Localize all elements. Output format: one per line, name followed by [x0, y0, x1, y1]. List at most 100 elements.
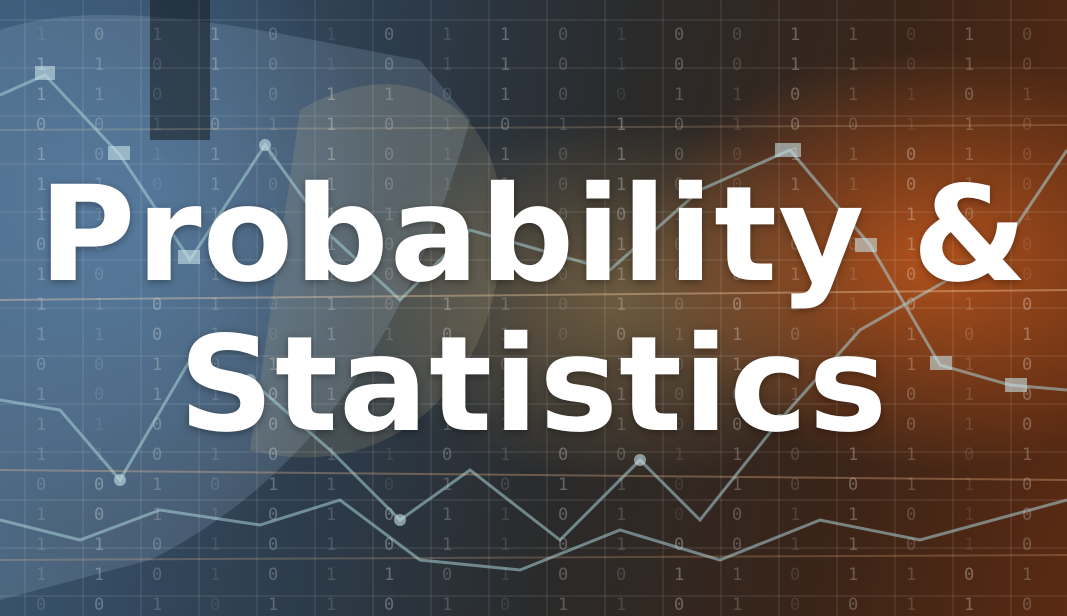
binary-digit: 0 — [906, 295, 916, 315]
binary-digit: 0 — [674, 535, 684, 555]
binary-digit: 0 — [384, 535, 394, 555]
binary-digit: 0 — [674, 505, 684, 525]
binary-digit: 0 — [500, 355, 510, 375]
binary-digit: 1 — [1022, 565, 1032, 585]
binary-digit: 1 — [964, 175, 974, 195]
binary-digit: 1 — [848, 325, 858, 345]
binary-digit: 1 — [848, 85, 858, 105]
binary-digit: 0 — [964, 85, 974, 105]
binary-digit: 1 — [36, 295, 46, 315]
binary-digit: 1 — [210, 145, 220, 165]
binary-digit: 0 — [848, 355, 858, 375]
binary-digit: 0 — [268, 535, 278, 555]
binary-digit: 0 — [732, 175, 742, 195]
binary-digit: 1 — [326, 295, 336, 315]
binary-digit: 1 — [442, 505, 452, 525]
binary-digit: 0 — [558, 145, 568, 165]
binary-digit: 1 — [732, 355, 742, 375]
binary-digit: 1 — [616, 55, 626, 75]
binary-digit: 1 — [326, 595, 336, 615]
binary-digit: 1 — [848, 505, 858, 525]
binary-digit: 0 — [674, 595, 684, 615]
binary-digit: 1 — [964, 145, 974, 165]
binary-digit: 0 — [1022, 505, 1032, 525]
binary-digit: 1 — [268, 235, 278, 255]
binary-digit: 0 — [268, 85, 278, 105]
binary-digit: 1 — [732, 115, 742, 135]
binary-digit: 1 — [848, 145, 858, 165]
binary-digit: 1 — [964, 55, 974, 75]
binary-digit: 1 — [500, 445, 510, 465]
binary-digit: 1 — [500, 295, 510, 315]
binary-digit: 0 — [616, 205, 626, 225]
binary-digit: 1 — [36, 55, 46, 75]
binary-digit: 1 — [442, 265, 452, 285]
binary-digit: 0 — [674, 415, 684, 435]
binary-digit: 1 — [906, 355, 916, 375]
binary-digit: 1 — [732, 325, 742, 345]
binary-digit: 1 — [442, 385, 452, 405]
binary-digit: 1 — [674, 325, 684, 345]
binary-digit: 1 — [36, 505, 46, 525]
binary-digit: 0 — [732, 55, 742, 75]
binary-digit: 1 — [384, 205, 394, 225]
binary-digit: 1 — [732, 475, 742, 495]
binary-digit: 0 — [500, 235, 510, 255]
binary-digit: 1 — [326, 25, 336, 45]
chart-marker — [244, 374, 256, 386]
binary-digit: 1 — [500, 55, 510, 75]
binary-digit: 0 — [790, 355, 800, 375]
chart-line — [0, 498, 1067, 572]
binary-digit: 0 — [1022, 25, 1032, 45]
binary-digit: 0 — [384, 235, 394, 255]
binary-digit: 1 — [326, 445, 336, 465]
binary-digit: 1 — [964, 595, 974, 615]
binary-digit: 0 — [790, 205, 800, 225]
binary-digit: 0 — [906, 55, 916, 75]
binary-digit: 1 — [616, 115, 626, 135]
binary-digit: 1 — [210, 205, 220, 225]
binary-digit: 1 — [500, 385, 510, 405]
binary-digit: 1 — [210, 175, 220, 195]
binary-digit: 1 — [326, 115, 336, 135]
binary-digit: 1 — [906, 565, 916, 585]
binary-digit: 0 — [1022, 415, 1032, 435]
binary-digit: 1 — [848, 25, 858, 45]
binary-digit: 0 — [790, 565, 800, 585]
binary-digit: 1 — [152, 595, 162, 615]
binary-digit: 0 — [558, 415, 568, 435]
binary-digit: 1 — [268, 355, 278, 375]
binary-digit: 0 — [210, 475, 220, 495]
binary-digit: 1 — [616, 505, 626, 525]
binary-digit: 1 — [442, 175, 452, 195]
binary-digit: 0 — [558, 565, 568, 585]
binary-digit: 0 — [790, 475, 800, 495]
binary-digit: 1 — [964, 505, 974, 525]
binary-digit: 1 — [442, 25, 452, 45]
binary-digit: 0 — [1022, 235, 1032, 255]
binary-digit: 0 — [674, 115, 684, 135]
binary-digit: 0 — [268, 445, 278, 465]
binary-digit: 0 — [558, 385, 568, 405]
binary-digit: 0 — [732, 25, 742, 45]
light-streaks — [0, 124, 1067, 561]
binary-digit: 1 — [210, 85, 220, 105]
binary-digit: 0 — [790, 85, 800, 105]
binary-digit: 1 — [326, 205, 336, 225]
binary-digit: 0 — [732, 145, 742, 165]
binary-digit: 0 — [674, 145, 684, 165]
binary-digit: 1 — [964, 535, 974, 555]
binary-digit: 1 — [326, 325, 336, 345]
binary-digit: 1 — [442, 295, 452, 315]
chart-marker — [178, 250, 200, 264]
binary-digit: 0 — [94, 235, 104, 255]
binary-digit: 1 — [442, 145, 452, 165]
chart-marker — [930, 356, 952, 370]
binary-digit: 0 — [558, 445, 568, 465]
binary-digit: 1 — [94, 205, 104, 225]
binary-digit: 1 — [326, 565, 336, 585]
binary-digit: 1 — [210, 505, 220, 525]
binary-digit: 1 — [500, 505, 510, 525]
binary-digit: 0 — [906, 265, 916, 285]
binary-digit: 1 — [616, 415, 626, 435]
